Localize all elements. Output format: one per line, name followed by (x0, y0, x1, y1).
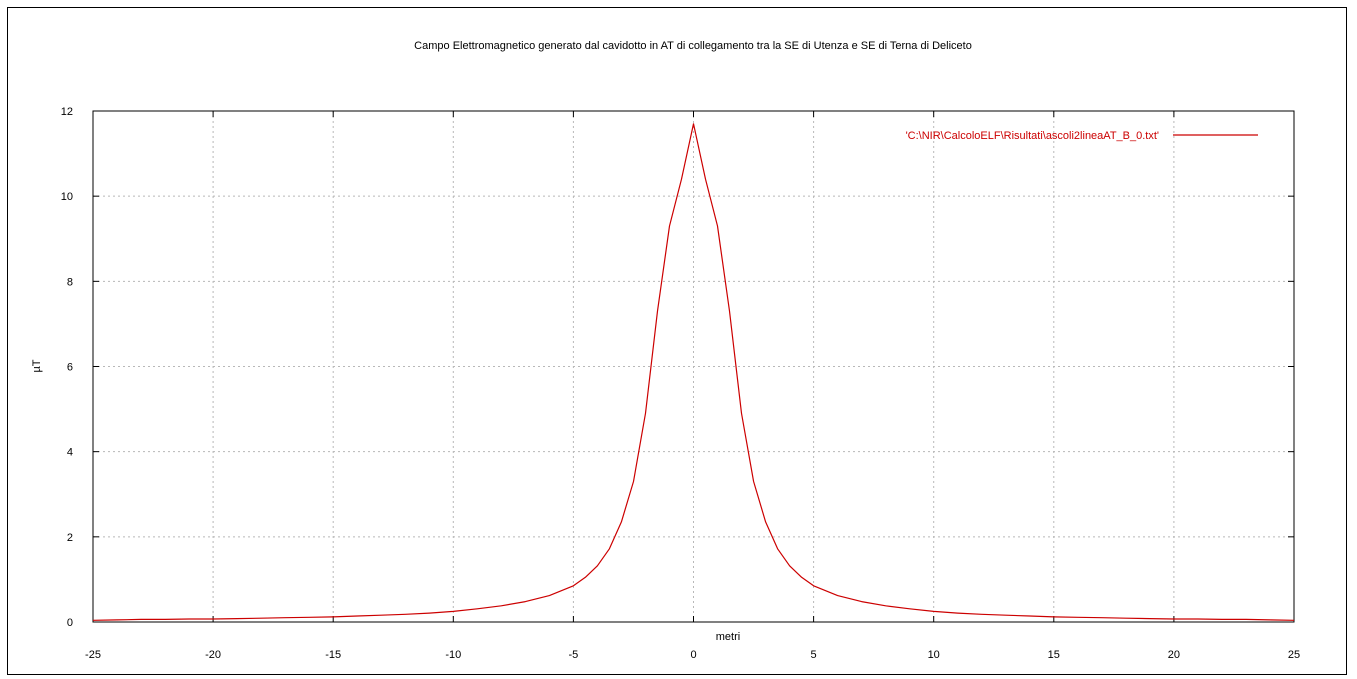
y-tick-label: 10 (61, 191, 73, 203)
x-tick-label: 20 (1168, 649, 1180, 661)
x-tick-label: -10 (445, 649, 461, 661)
y-tick-label: 0 (67, 617, 73, 629)
legend: 'C:\NIR\CalcoloELF\Risultati\ascoli2line… (906, 130, 1258, 142)
x-tick-label: 25 (1288, 649, 1300, 661)
y-tick-labels: 0 2 4 6 8 10 12 (61, 106, 73, 629)
x-tick-label: 15 (1048, 649, 1060, 661)
x-tick-label: 0 (690, 649, 696, 661)
chart-frame: Campo Elettromagnetico generato dal cavi… (7, 7, 1347, 675)
x-axis-label: metri (716, 631, 740, 643)
x-tick-label: -15 (325, 649, 341, 661)
x-tick-label: 5 (811, 649, 817, 661)
x-tick-label: 10 (928, 649, 940, 661)
axis-ticks (92, 110, 1295, 623)
y-tick-label: 6 (67, 362, 73, 374)
x-tick-label: -20 (205, 649, 221, 661)
chart-title: Campo Elettromagnetico generato dal cavi… (414, 40, 972, 52)
x-tick-label: -5 (569, 649, 579, 661)
series-line (92, 123, 1295, 621)
y-axis-label: µT (31, 359, 43, 372)
y-tick-label: 8 (67, 276, 73, 288)
chart-svg: Campo Elettromagnetico generato dal cavi… (31, 40, 1300, 661)
x-tick-labels: -25 -20 -15 -10 -5 0 5 10 15 20 25 (85, 649, 1300, 661)
series-layer (92, 123, 1295, 621)
y-tick-label: 12 (61, 106, 73, 118)
x-tick-label: -25 (85, 649, 101, 661)
y-tick-label: 2 (67, 532, 73, 544)
grid-lines (93, 111, 1294, 622)
legend-label: 'C:\NIR\CalcoloELF\Risultati\ascoli2line… (906, 130, 1159, 142)
y-tick-label: 4 (67, 447, 73, 459)
